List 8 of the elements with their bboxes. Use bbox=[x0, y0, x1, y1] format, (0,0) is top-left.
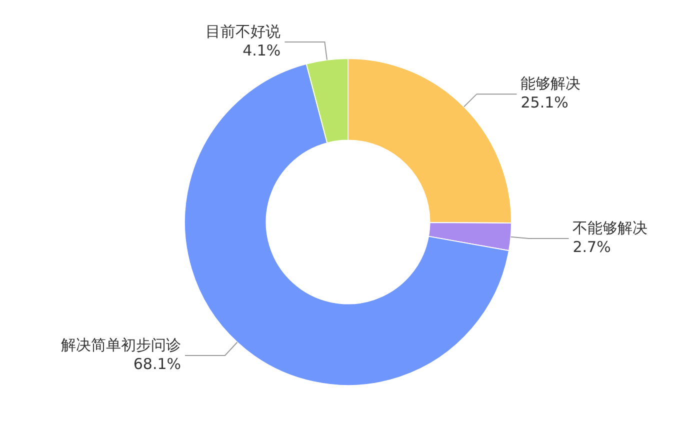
slice-label: 不能够解决 bbox=[572, 218, 648, 237]
slice-label: 能够解决 bbox=[520, 74, 581, 92]
data-label: 4.1% bbox=[242, 41, 281, 60]
data-label: 68.1% bbox=[133, 354, 182, 373]
data-label: 2.7% bbox=[572, 238, 611, 256]
slice-label: 解决简单初步问诊 bbox=[61, 336, 182, 354]
data-label: 25.1% bbox=[520, 93, 568, 112]
slice-label: 目前不好说 bbox=[206, 22, 281, 40]
